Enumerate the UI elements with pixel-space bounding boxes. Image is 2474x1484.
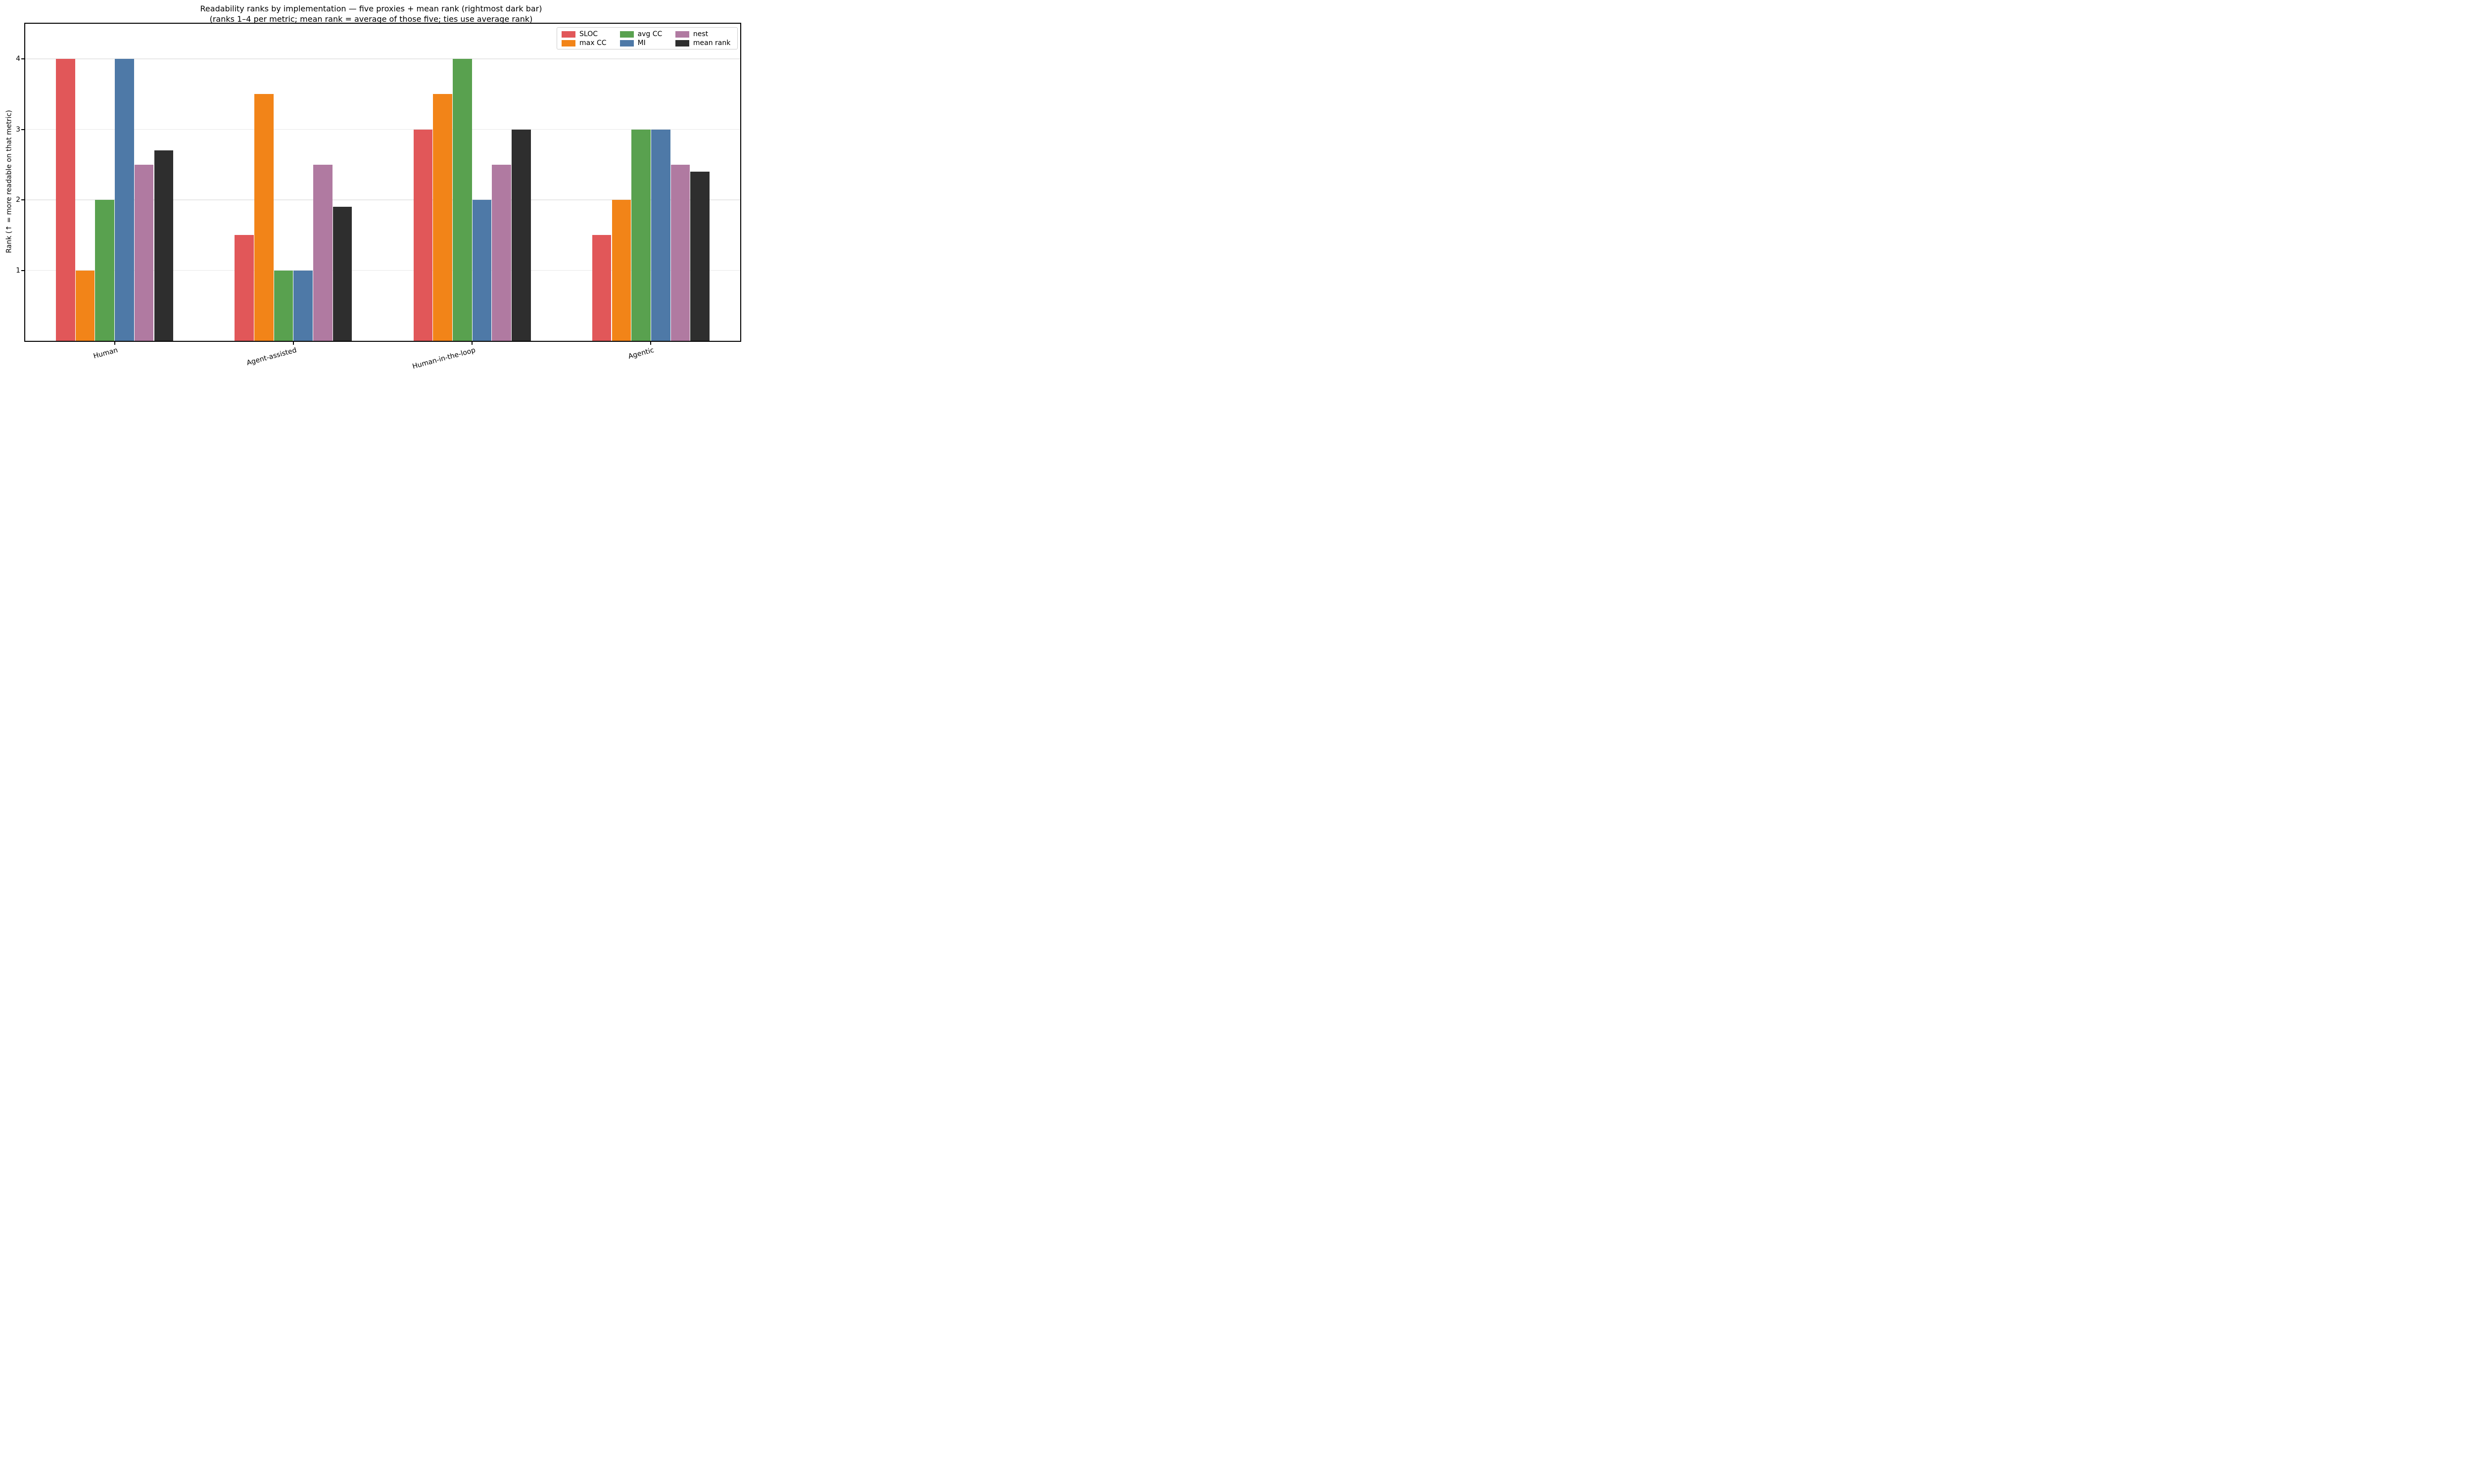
legend-entry: mean rank <box>675 39 733 47</box>
bar-agent-assisted-avg-cc <box>274 270 293 341</box>
y-tick-label: 3 <box>16 125 20 134</box>
legend-label: max CC <box>579 39 607 47</box>
legend-swatch-avg-cc <box>619 31 634 38</box>
bar-human-in-the-loop-mean-rank <box>512 129 531 341</box>
x-tick-label: Human-in-the-loop <box>411 346 476 371</box>
bar-chart-figure: Readability ranks by implementation — fi… <box>0 0 742 371</box>
y-tick-mark <box>21 199 24 201</box>
bar-agentic-mi <box>651 129 670 341</box>
bar-human-sloc <box>56 59 75 341</box>
legend-entry: avg CC <box>619 30 669 38</box>
gridline <box>25 129 740 130</box>
bar-agent-assisted-max-cc <box>254 94 274 341</box>
y-axis-label-box: Rank (↑ = more readable on that metric) <box>3 23 16 340</box>
legend-entry: max CC <box>562 39 614 47</box>
legend-label: nest <box>693 30 709 38</box>
bar-agentic-sloc <box>592 235 612 341</box>
legend-entry: SLOC <box>562 30 614 38</box>
chart-subtitle: (ranks 1–4 per metric; mean rank = avera… <box>209 14 533 24</box>
bar-human-nest <box>134 164 154 341</box>
legend-label: MI <box>637 39 646 47</box>
bar-agentic-avg-cc <box>631 129 651 341</box>
bar-human-max-cc <box>75 270 95 341</box>
bar-human-in-the-loop-mi <box>472 200 492 341</box>
gridline <box>25 270 740 271</box>
bar-human-in-the-loop-avg-cc <box>452 59 472 341</box>
gridline <box>25 199 740 200</box>
x-tick-label: Human <box>93 346 119 361</box>
legend-label: SLOC <box>579 30 598 38</box>
legend-label: avg CC <box>637 30 663 38</box>
y-tick-mark <box>21 129 24 130</box>
bar-human-avg-cc <box>95 200 115 341</box>
y-tick-label: 4 <box>16 55 20 63</box>
x-tick-label: Agent-assisted <box>245 346 298 368</box>
x-tick-mark <box>472 342 473 345</box>
chart-title: Readability ranks by implementation — fi… <box>200 4 542 13</box>
legend-swatch-max-cc <box>562 40 575 46</box>
bar-agentic-nest <box>670 164 690 341</box>
bar-human-in-the-loop-nest <box>492 164 511 341</box>
legend-swatch-mi <box>619 40 634 46</box>
bar-agent-assisted-mi <box>293 270 313 341</box>
plot-area <box>24 23 741 342</box>
y-tick-label: 1 <box>16 266 20 275</box>
gridline <box>25 58 740 59</box>
bar-agent-assisted-sloc <box>235 235 254 341</box>
legend-swatch-mean-rank <box>675 40 689 46</box>
bar-human-in-the-loop-max-cc <box>433 94 452 341</box>
legend: SLOC max CC avg CC MI nest mean rank <box>557 27 738 49</box>
legend-label: mean rank <box>693 39 731 47</box>
legend-swatch-sloc <box>562 31 575 38</box>
bar-agentic-max-cc <box>612 200 631 341</box>
legend-entry: nest <box>675 30 733 38</box>
x-tick-mark <box>650 342 652 345</box>
legend-entry: MI <box>619 39 669 47</box>
bar-human-mean-rank <box>154 150 174 341</box>
bar-human-mi <box>115 59 134 341</box>
x-tick-mark <box>114 342 115 345</box>
bar-agentic-mean-rank <box>690 172 710 341</box>
bar-human-in-the-loop-sloc <box>413 129 433 341</box>
y-tick-mark <box>21 58 24 60</box>
y-tick-label: 2 <box>16 196 20 204</box>
y-tick-mark <box>21 270 24 271</box>
x-tick-label: Agentic <box>627 346 655 361</box>
legend-swatch-nest <box>675 31 689 38</box>
x-tick-mark <box>292 342 294 345</box>
bar-agent-assisted-nest <box>313 164 333 341</box>
bar-agent-assisted-mean-rank <box>333 207 352 341</box>
